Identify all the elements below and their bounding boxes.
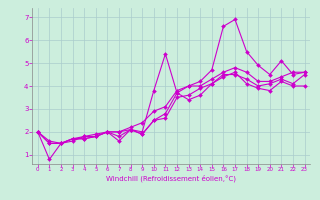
- X-axis label: Windchill (Refroidissement éolien,°C): Windchill (Refroidissement éolien,°C): [106, 175, 236, 182]
